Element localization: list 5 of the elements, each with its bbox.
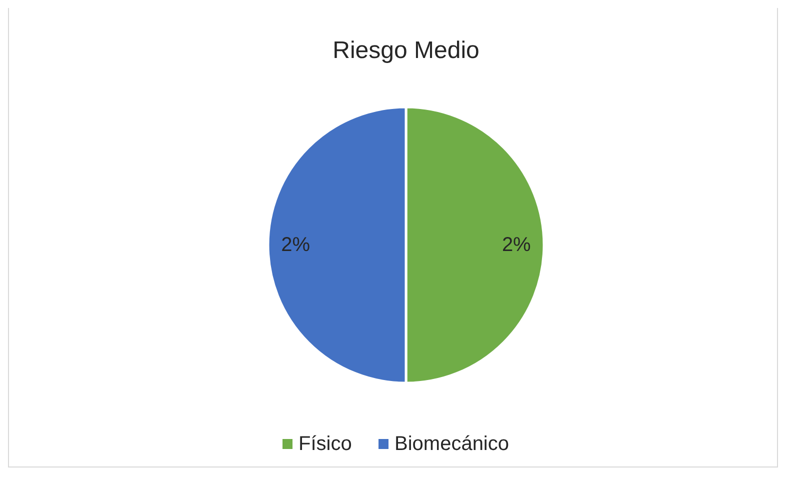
data-label: 2% [281, 234, 310, 256]
legend-label: Biomecánico [394, 433, 510, 455]
chart-title: Riesgo Medio [332, 37, 480, 64]
legend-label: Físico [298, 433, 352, 455]
data-label: 2% [502, 234, 532, 256]
